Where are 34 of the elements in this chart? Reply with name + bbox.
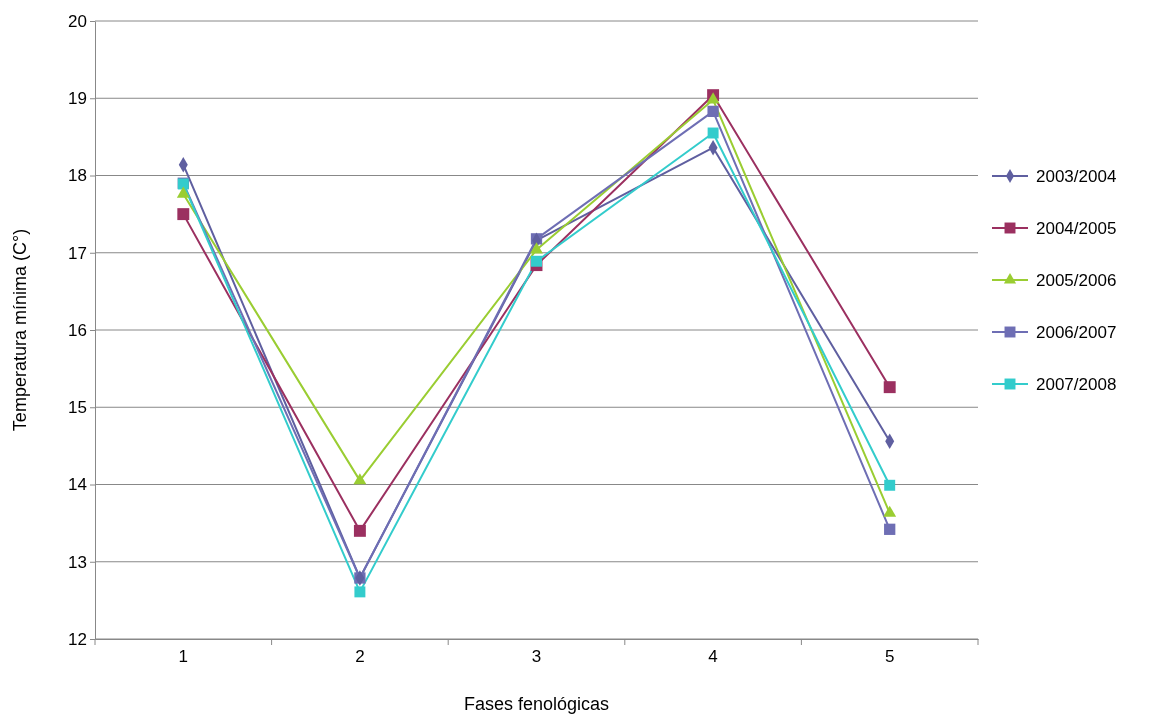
legend-label: 2004/2005 <box>1036 219 1117 238</box>
point <box>884 479 896 491</box>
x-tick-label: 1 <box>178 647 189 667</box>
legend-label: 2007/2008 <box>1036 375 1117 394</box>
x-tick-label: 2 <box>355 647 365 667</box>
point <box>884 523 896 535</box>
y-axis-title: Temperatura mínima (C°) <box>10 228 30 432</box>
point <box>176 186 190 198</box>
point <box>531 255 542 267</box>
y-tick-label: 12 <box>68 629 87 649</box>
point <box>883 381 896 394</box>
y-tick-label: 19 <box>68 89 87 109</box>
y-tick-label: 16 <box>68 320 87 340</box>
y-tick-label: 18 <box>68 166 87 186</box>
y-tick-label: 20 <box>68 11 87 31</box>
point <box>353 524 366 537</box>
point <box>354 586 366 598</box>
point <box>530 242 543 254</box>
x-tick-label: 3 <box>531 647 542 667</box>
y-tick-label: 15 <box>68 398 87 418</box>
legend-label: 2005/2006 <box>1036 271 1117 290</box>
point <box>177 208 190 221</box>
legend-label: 2003/2004 <box>1036 167 1117 186</box>
point <box>707 105 719 118</box>
point <box>353 473 367 485</box>
x-tick-label: 4 <box>708 647 718 667</box>
y-tick-label: 14 <box>68 475 87 495</box>
x-tick-label: 5 <box>884 647 895 667</box>
x-axis-title: Fases fenológicas <box>463 694 610 714</box>
y-tick-label: 17 <box>68 243 87 263</box>
point <box>707 127 719 139</box>
legend-label: 2006/2007 <box>1036 323 1117 342</box>
point <box>883 505 897 517</box>
y-tick-label: 13 <box>68 552 87 572</box>
